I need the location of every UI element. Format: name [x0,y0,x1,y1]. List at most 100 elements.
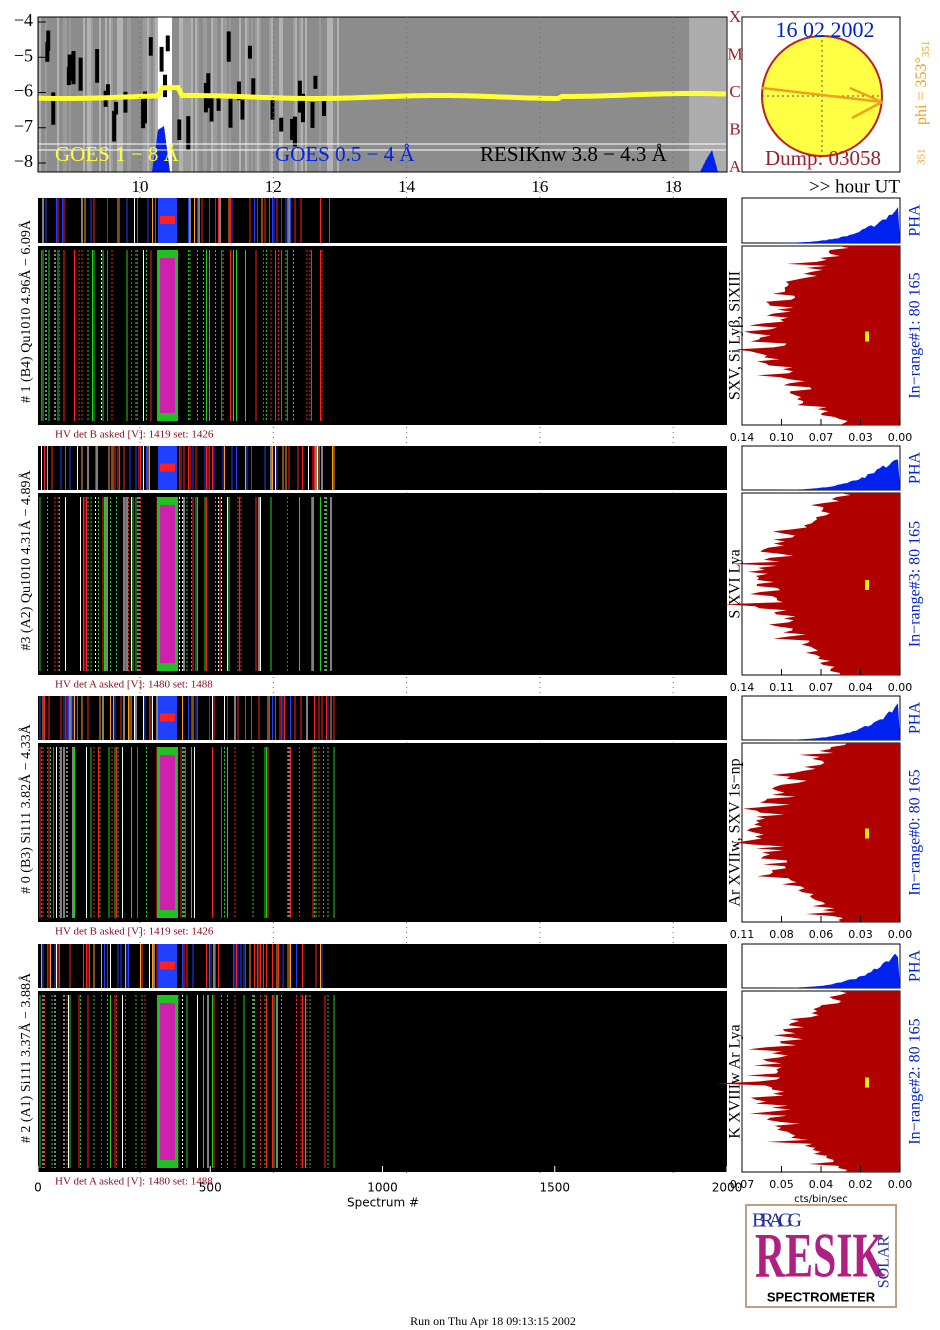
goes-black [148,37,153,56]
strip-bg [38,944,727,988]
sun-dump: Dump: 03058 [765,146,881,170]
strip-bg [38,198,727,243]
x-tick-label: 1500 [539,1181,570,1195]
flare-main [160,755,175,910]
sun-date: 16 02 2002 [776,17,875,42]
detector-label: # 2 (A1) Si111 3.37Å − 3.88Å [18,972,34,1143]
hv-label: HV det A asked [V]: 1480 set: 1488 [55,679,213,691]
hist-tick-label: 0.03 [848,431,873,444]
count-hist [722,493,900,675]
marker [865,828,869,839]
goes-blue [152,126,170,172]
hv-label: HV det B asked [V]: 1419 set: 1426 [55,429,214,441]
hist-tick-label: 0.08 [769,928,794,941]
goes-black [105,84,110,99]
y-tick-label: −8 [14,151,33,171]
marker [865,1077,869,1088]
range-label: In−range#3: 80 165 [907,521,924,647]
hist-tick-label: 0.00 [888,928,913,941]
hist-tick-label: 0.06 [809,928,834,941]
marker [865,331,869,342]
sun-phi: phi = 353°351 [913,41,932,125]
pha-hist [742,459,900,490]
hist-tick-label: 0.00 [888,1178,913,1191]
goes-black [216,97,221,111]
line-label: K XVIIIw Ar Lya [727,1024,744,1138]
goes-black [95,49,100,83]
legend-entry: RESIKnw 3.8 − 4.3 Å [480,142,668,166]
x-tick-label: 14 [398,177,416,196]
hist-tick-label: 0.00 [888,681,913,694]
goes-black [240,99,245,120]
line-label: SXV, Si Lyβ, SiXIII [727,271,744,400]
flare-main [160,258,175,413]
logo-solar: SOLAR [876,1235,893,1288]
line-label: Ar XVIIw, SXV 1s−np [727,758,744,906]
sun-arrow [761,86,883,104]
goes-black [236,81,241,101]
goes-black [279,117,284,132]
strip-bg [38,696,727,740]
hist-tick-label: 0.04 [848,681,873,694]
flare-main [160,505,175,663]
main-bg [38,246,727,425]
y-tick-label: −4 [14,10,33,30]
range-label: In−range#2: 80 165 [907,1018,924,1144]
pha-label: PHA [907,950,924,982]
detector-label: # 1 (B4) Qu1010 4.96Å − 6.09Å [18,219,34,403]
goes-black [313,75,318,89]
goes-black [247,45,252,59]
x-tick-label: 16 [531,177,548,196]
goes-black [228,95,233,128]
goes-black [71,51,76,85]
goes-black [112,110,117,142]
pha-hist [742,207,900,243]
flare-core [160,961,175,970]
hist-tick-label: 0.02 [848,1178,873,1191]
goes-blue [700,150,718,172]
x-tick-label: 2000 [712,1181,743,1195]
y-tick-label: −7 [14,116,33,136]
pha-label: PHA [907,204,924,236]
count-hist [715,991,900,1172]
logo-bragg: BRAGG [752,1210,802,1232]
goes-black [165,35,170,52]
logo-resik: RESIK [755,1220,885,1291]
hist-tick-label: 0.05 [769,1178,794,1191]
class-label: A [729,157,742,176]
sun-corner: 351 [916,149,928,166]
goes-black [123,91,128,113]
y-tick-label: −5 [14,45,33,65]
hist-axis-label: cts/bin/sec [794,1194,848,1205]
range-label: In−range#0: 80 165 [907,769,924,895]
goes-black [177,119,182,141]
flare-core [160,463,175,472]
class-label: C [729,82,740,101]
hist-tick-label: 0.07 [809,681,834,694]
hist-tick-label: 0.07 [730,1178,755,1191]
hist-tick-label: 0.10 [769,431,794,444]
main-bg [38,493,727,675]
hist-tick-label: 0.03 [848,928,873,941]
goes-yellow [37,85,727,101]
x-tick-label: 18 [665,177,682,196]
x-tick-label: 500 [199,1181,222,1195]
goes-black [78,57,83,91]
x-tick-label: 0 [34,1181,42,1195]
goes-black [292,116,297,147]
main-bg [38,991,727,1172]
class-label: M [727,44,742,63]
hist-tick-label: 0.11 [730,928,755,941]
goes-black [51,92,56,125]
goes-black [270,98,275,120]
pha-label: PHA [907,452,924,484]
range-label: In−range#1: 80 165 [907,272,924,398]
phi-text: phi = 353° [913,57,930,125]
x-tick-label: 10 [132,177,149,196]
flare-main [160,1003,175,1160]
hist-tick-label: 0.11 [769,681,794,694]
goes-black [290,118,295,140]
goes-black [66,67,71,86]
hist-tick-label: 0.14 [730,431,755,444]
